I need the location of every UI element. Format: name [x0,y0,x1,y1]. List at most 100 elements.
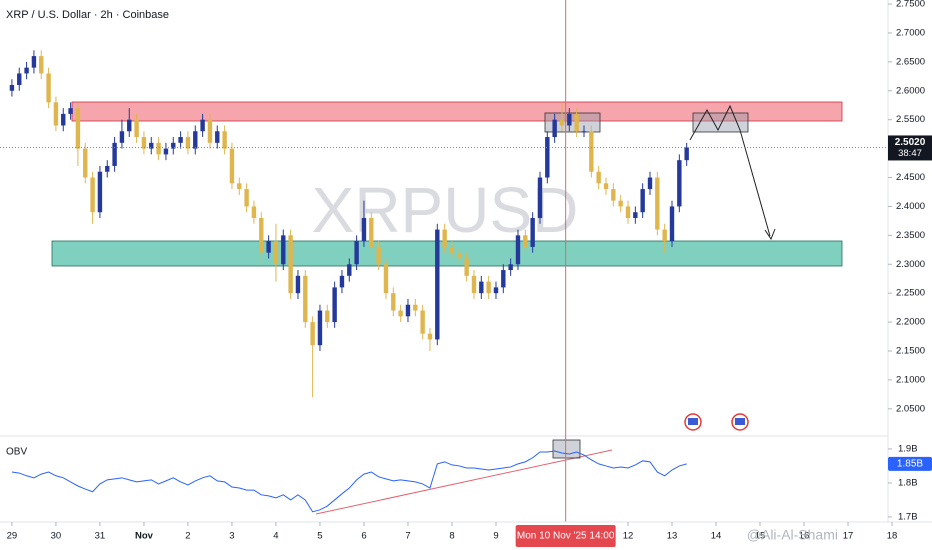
y-tick-label: 2.1000 [896,374,925,385]
candle-body [53,102,59,126]
x-tick-label: 31 [95,531,106,542]
event-icons [684,413,749,431]
candle-body [112,142,117,166]
x-tick-label: 9 [493,531,498,542]
candle-body [530,218,535,247]
candle-body [354,241,359,265]
y-tick-label: 2.5500 [896,114,925,125]
x-tick-label: 4 [273,531,278,542]
y-tick-label: 2.4500 [896,172,925,183]
candle-body [339,275,345,288]
x-tick-label: 2 [185,531,190,542]
candle-body [376,246,381,265]
x-tick-label: 5 [317,531,322,542]
candle-body [46,73,51,103]
candle-body [471,275,477,294]
chart-title: XRP / U.S. Dollar · 2h · Coinbase [6,9,169,21]
candle-body [266,241,271,253]
x-tick-label: 6 [361,531,366,542]
x-tick-label: 3 [229,531,234,542]
y-tick-label: 2.0500 [896,403,925,414]
x-tick-label: Nov [135,531,154,542]
candle-body [574,113,579,132]
candle-body [229,148,235,184]
candle-body [618,200,623,207]
candle-body [17,73,22,86]
candle-body [39,56,44,74]
x-tick-label: 14 [711,531,722,542]
candle-body [537,177,543,218]
obv-line [11,450,687,513]
candle-body [596,171,601,184]
obv-tick-label: 1.9B [898,443,918,454]
x-tick-label: 15 [755,531,766,542]
x-tick-label: 7 [405,531,410,542]
candle-body [303,275,308,323]
candle-body [677,160,682,207]
candle-body [90,177,95,213]
x-tick-label: 12 [623,531,634,542]
candle-body [273,241,279,265]
last-price-label: 2.5020 [895,137,926,148]
candle-body [633,212,638,218]
last-price-box [888,135,932,161]
candle-body [479,281,484,294]
candle-body [427,333,433,340]
candle-body [9,85,15,91]
candle-body [361,218,367,242]
candle-body [259,218,264,253]
candle-body [581,131,587,133]
support-zone [51,240,843,267]
candle-body [61,113,66,126]
candle-body [640,189,645,213]
y-tick-label: 2.7000 [896,27,925,38]
arrow-head [764,228,776,241]
obv-box [552,439,581,459]
candle-body [105,165,110,172]
x-tick-label: 13 [667,531,678,542]
candle-body [281,235,286,265]
y-tick-label: 2.3500 [896,230,925,241]
candle-body [383,264,389,294]
candle-body [97,171,103,213]
candle-body [684,147,689,161]
candle-body [185,137,191,149]
candle-body [24,67,29,74]
y-tick-label: 2.6500 [896,56,925,67]
obv-tick-label: 1.8B [898,477,918,488]
candle-body [420,310,425,334]
candle-body [288,235,293,294]
candle-body [178,137,183,143]
x-tick-label: 30 [51,531,62,542]
candle-body [317,310,323,346]
candle-body [310,322,315,346]
y-tick-label: 2.2000 [896,317,925,328]
obv-tick-label: 1.7B [898,511,918,522]
y-tick-label: 2.3000 [896,259,925,270]
candle-body [391,293,396,311]
highlight-box [544,112,601,133]
candle-body [552,119,557,138]
x-tick-label: 17 [843,531,854,542]
candle-body [435,229,440,340]
candle-body [559,119,565,126]
y-tick-label: 2.2500 [896,288,925,299]
candle-body [347,264,352,276]
candle-body [325,310,330,323]
obv-last-label: 1.85B [897,459,923,470]
candle-body [655,177,660,230]
candle-body [486,281,491,294]
candle-body [545,137,550,178]
candle-body [171,142,176,149]
candle-body [156,142,161,155]
credit: @Ali-Al-Shami [747,527,838,543]
candle-body [413,304,418,311]
candle-body [625,206,631,218]
candle-body [134,119,139,138]
candle-body [567,113,572,126]
candle-body [75,108,81,149]
candle-body [647,177,653,190]
candle-body [464,258,469,276]
projection-box [692,112,749,133]
candle-body [369,218,374,247]
